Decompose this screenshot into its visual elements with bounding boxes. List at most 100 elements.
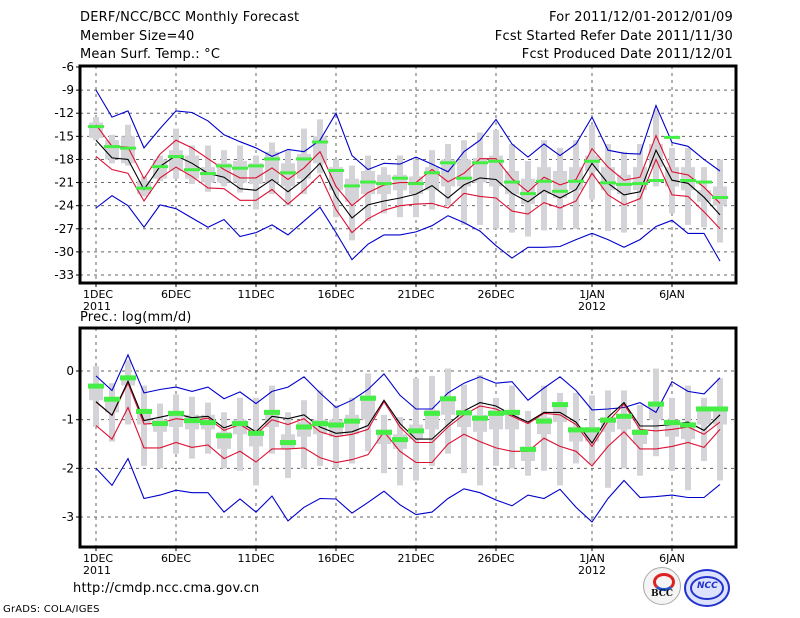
observed-marker [120,146,136,150]
observed-marker [504,409,520,415]
iqr-box [89,385,103,401]
series-line-max [95,353,721,414]
observed-marker [232,166,248,170]
observed-marker [264,409,280,415]
observed-marker [296,424,312,430]
observed-marker [520,192,536,196]
x-tick-sublabel: 2012 [578,564,606,577]
observed-marker [184,168,200,172]
observed-marker [312,140,328,144]
iqr-box [217,163,231,183]
iqr-box [681,167,695,191]
observed-marker [696,406,712,412]
x-tick-label: 16DEC [317,288,354,301]
observed-marker [312,421,328,427]
observed-marker [200,172,216,176]
observed-marker [456,410,472,416]
iqr-box [649,402,663,420]
observed-marker [680,179,696,183]
x-tick-label: 21DEC [397,552,434,565]
variable-label-temperature: Mean Surf. Temp.: °C [80,47,221,62]
whisker-bar [125,360,131,425]
x-tick-sublabel: 2011 [83,300,111,313]
x-tick-label: 11DEC [237,288,274,301]
iqr-box [329,167,343,191]
observed-marker [680,422,696,428]
observed-marker [568,427,584,433]
forecast-period: For 2011/12/01-2012/01/09 [549,10,733,25]
iqr-box [105,140,119,160]
observed-marker [536,418,552,424]
iqr-box [329,419,343,437]
observed-marker [408,182,424,186]
y-tick-label: -9 [62,83,74,97]
observed-marker [424,410,440,416]
iqr-box [697,190,711,202]
y-tick-label: -12 [54,106,74,120]
source-url[interactable]: http://cmdp.ncc.cma.gov.cn [73,581,260,596]
y-tick-label: -33 [54,268,74,282]
x-tick-sublabel: 2012 [578,300,606,313]
bcc-logo-text: BCC [651,589,674,599]
observed-marker [152,165,168,169]
iqr-box [233,160,247,183]
iqr-box [281,163,295,187]
observed-marker [184,418,200,424]
iqr-box [361,395,375,420]
x-tick-label: 6JAN [659,552,685,565]
observed-marker [88,383,104,389]
observed-marker [632,429,648,435]
forecast-produced-date: Fcst Produced Date 2011/12/01 [521,47,733,62]
observed-marker [392,437,408,443]
ncc-logo: NCC [684,569,730,607]
observed-marker [600,417,616,423]
whisker-bar [525,410,531,476]
x-tick-label: 1JAN [579,288,605,301]
observed-marker [440,396,456,402]
member-size-label: Member Size=40 [80,29,195,44]
observed-marker [488,410,504,416]
iqr-box [553,405,567,423]
bcc-logo-swirl-icon [653,573,675,591]
observed-marker [280,440,296,446]
iqr-box [89,122,103,138]
observed-marker [152,421,168,427]
observed-marker [712,406,728,412]
variable-label-precipitation: Prec.: log(mm/d) [80,310,192,325]
whisker-bar [493,397,499,466]
iqr-box [169,150,183,171]
observed-marker [376,182,392,186]
observed-marker [648,401,664,407]
observed-marker [632,182,648,186]
y-tick-label: -30 [54,245,74,259]
grads-credit: GrADS: COLA/IGES [3,604,100,615]
bcc-logo: BCC [643,567,681,605]
y-tick-label: -3 [62,510,74,524]
series-line-lower [95,155,721,234]
y-tick-label: -27 [54,222,74,236]
x-tick-label: 26DEC [477,552,514,565]
observed-marker [328,422,344,428]
observed-marker [136,408,152,414]
ncc-logo-text: NCC [697,581,718,591]
iqr-box [169,412,183,427]
iqr-box [601,167,615,191]
observed-marker [344,184,360,188]
whisker-bar [605,390,611,488]
observed-marker [248,164,264,168]
x-tick-label: 1DEC [83,288,113,301]
observed-marker [552,189,568,193]
observed-marker [504,180,520,184]
whisker-bar [621,390,627,469]
observed-marker [696,180,712,184]
whisker-bar [157,403,163,469]
y-tick-label: -24 [54,199,74,213]
observed-marker [328,169,344,172]
x-tick-label: 6DEC [161,288,191,301]
iqr-box [121,136,135,164]
x-tick-label: 1JAN [579,552,605,565]
observed-marker [472,161,488,165]
observed-marker [136,186,152,190]
